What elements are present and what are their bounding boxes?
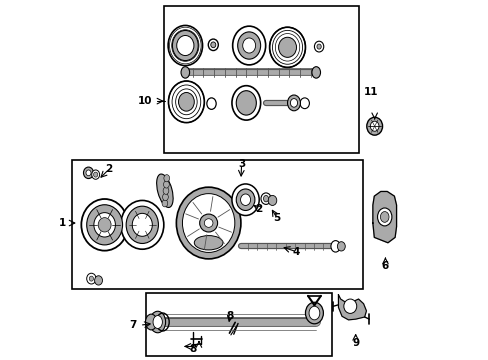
Ellipse shape: [98, 218, 111, 232]
Ellipse shape: [93, 172, 98, 177]
Ellipse shape: [314, 41, 323, 52]
Ellipse shape: [290, 99, 297, 107]
Ellipse shape: [178, 93, 194, 111]
Ellipse shape: [287, 95, 300, 111]
Ellipse shape: [92, 170, 100, 179]
Text: 2: 2: [105, 164, 112, 174]
Ellipse shape: [377, 208, 391, 226]
Text: 2: 2: [255, 204, 262, 214]
Ellipse shape: [145, 314, 157, 330]
Ellipse shape: [305, 302, 323, 324]
Ellipse shape: [210, 42, 215, 48]
Ellipse shape: [236, 91, 256, 115]
Text: 3: 3: [238, 159, 245, 169]
Ellipse shape: [94, 213, 115, 237]
Ellipse shape: [337, 242, 345, 251]
Ellipse shape: [176, 36, 194, 55]
Ellipse shape: [153, 316, 162, 328]
Ellipse shape: [86, 170, 91, 176]
Text: 9: 9: [351, 338, 359, 348]
Ellipse shape: [126, 206, 158, 243]
Ellipse shape: [231, 86, 260, 120]
Ellipse shape: [232, 26, 265, 65]
Ellipse shape: [168, 81, 204, 123]
Ellipse shape: [81, 199, 128, 251]
Ellipse shape: [380, 212, 388, 222]
Ellipse shape: [330, 240, 340, 252]
Polygon shape: [338, 295, 366, 320]
Text: 1: 1: [59, 218, 66, 228]
Ellipse shape: [83, 167, 93, 179]
Ellipse shape: [132, 213, 152, 236]
Text: 8: 8: [188, 343, 196, 354]
Ellipse shape: [369, 121, 378, 131]
Bar: [163, 6, 359, 153]
Polygon shape: [372, 192, 396, 243]
Ellipse shape: [240, 194, 250, 206]
Text: 7: 7: [129, 320, 137, 330]
Bar: [145, 293, 332, 356]
Ellipse shape: [149, 311, 165, 333]
Ellipse shape: [168, 26, 202, 66]
Text: 5: 5: [273, 213, 280, 222]
Ellipse shape: [343, 299, 356, 314]
Ellipse shape: [182, 194, 234, 252]
Ellipse shape: [366, 117, 382, 135]
Ellipse shape: [316, 44, 321, 49]
Ellipse shape: [121, 201, 163, 249]
Ellipse shape: [237, 32, 260, 59]
Ellipse shape: [269, 27, 305, 67]
Ellipse shape: [308, 306, 319, 320]
Text: 8: 8: [226, 311, 233, 321]
Ellipse shape: [163, 187, 168, 194]
Ellipse shape: [163, 175, 169, 182]
Ellipse shape: [261, 193, 270, 204]
Text: 10: 10: [138, 96, 152, 106]
Bar: [72, 160, 362, 289]
Circle shape: [204, 219, 212, 227]
Ellipse shape: [162, 200, 167, 207]
Ellipse shape: [206, 98, 216, 109]
Ellipse shape: [163, 181, 169, 188]
Ellipse shape: [278, 37, 296, 57]
Ellipse shape: [86, 273, 96, 284]
Ellipse shape: [242, 38, 255, 53]
Ellipse shape: [94, 276, 102, 285]
Ellipse shape: [89, 276, 93, 281]
Ellipse shape: [208, 39, 218, 50]
Ellipse shape: [300, 98, 309, 109]
Ellipse shape: [231, 184, 259, 216]
Ellipse shape: [176, 187, 241, 259]
Ellipse shape: [86, 205, 122, 245]
Ellipse shape: [172, 31, 198, 60]
Text: 4: 4: [292, 247, 300, 257]
Text: 11: 11: [363, 87, 377, 97]
Circle shape: [199, 214, 217, 232]
Ellipse shape: [194, 235, 223, 250]
Ellipse shape: [156, 174, 173, 207]
Text: 6: 6: [381, 261, 388, 271]
Ellipse shape: [263, 195, 268, 202]
Ellipse shape: [267, 195, 276, 206]
Ellipse shape: [162, 193, 168, 201]
Ellipse shape: [236, 189, 254, 211]
Ellipse shape: [181, 67, 189, 78]
Ellipse shape: [311, 67, 320, 78]
